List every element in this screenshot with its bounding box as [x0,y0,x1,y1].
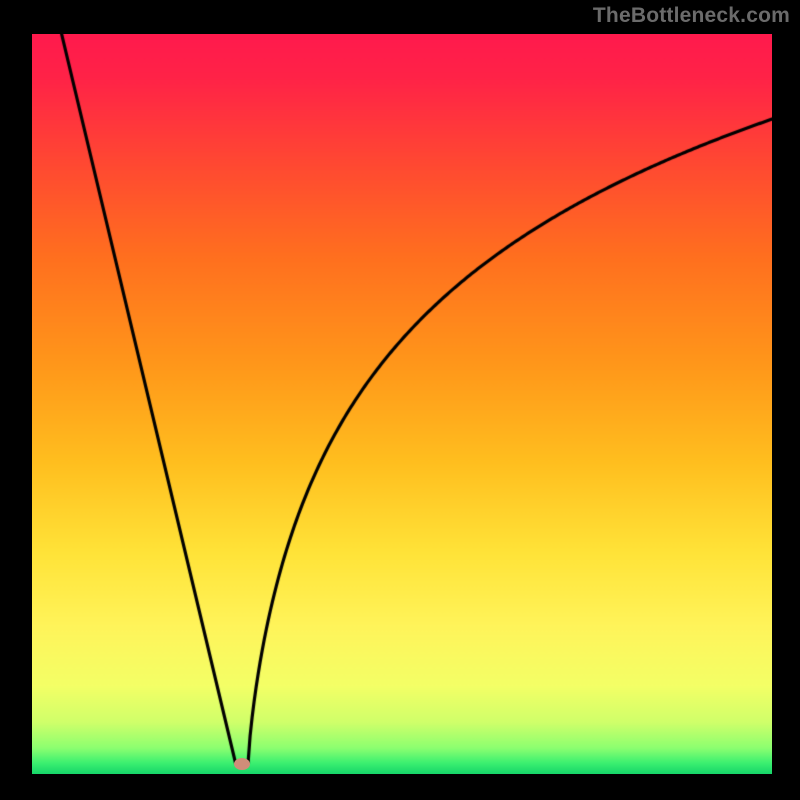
attribution-text: TheBottleneck.com [593,4,790,28]
plot-area [32,34,772,774]
bottleneck-curve [32,34,772,774]
chart-stage: TheBottleneck.com [0,0,800,800]
optimal-point-marker [234,758,250,770]
